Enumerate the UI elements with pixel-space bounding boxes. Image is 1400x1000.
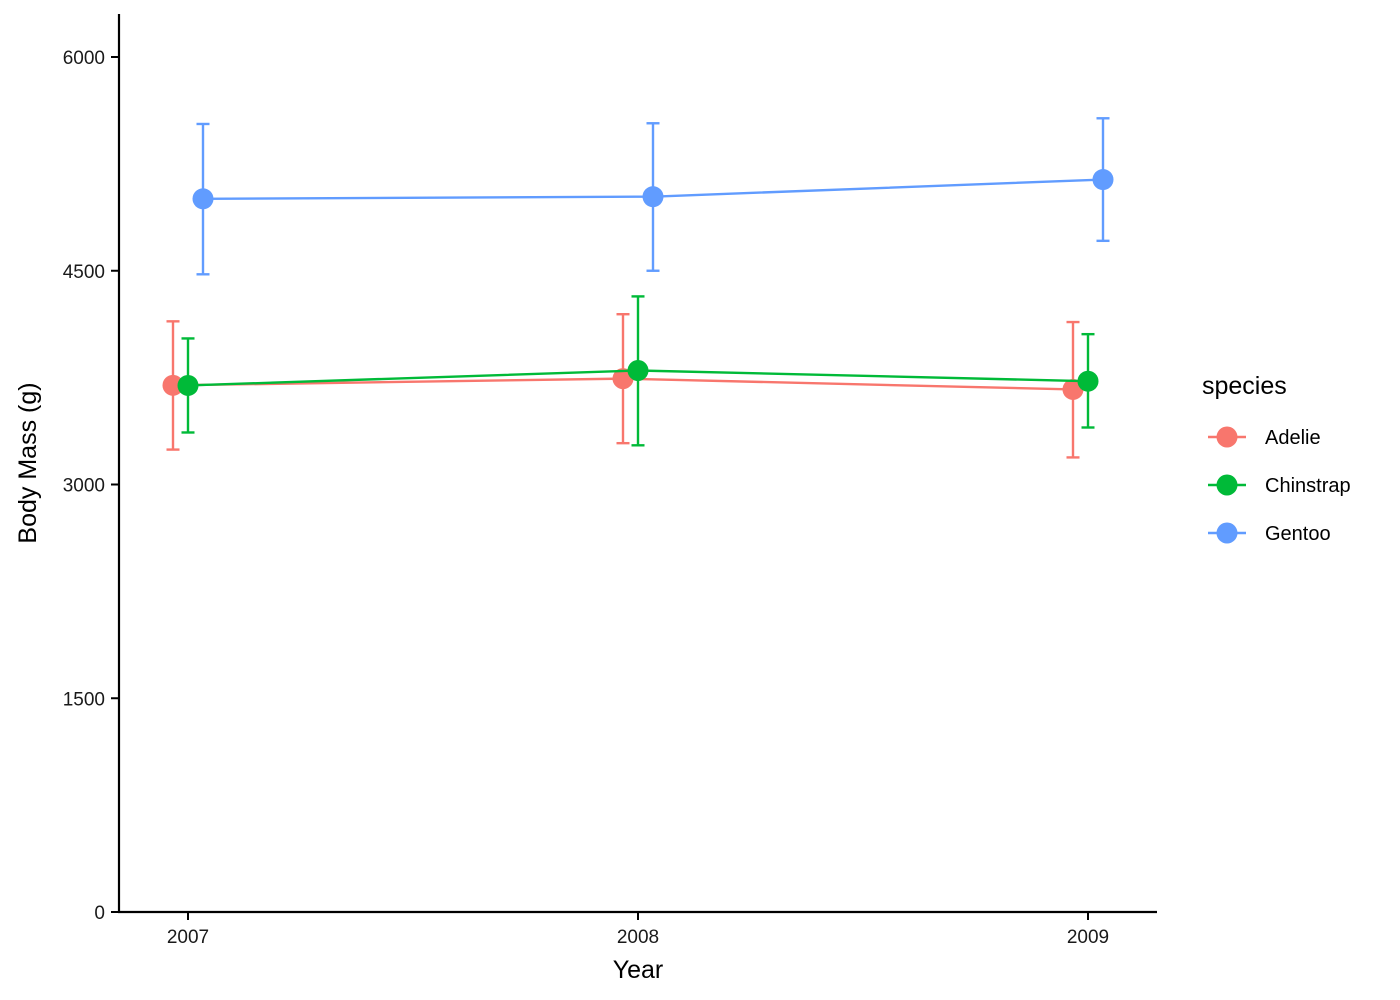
y-tick-label: 4500 [63, 262, 105, 283]
data-point-chinstrap [1077, 370, 1099, 392]
legend-items: Adelie Chinstrap Gentoo [1208, 426, 1351, 545]
legend-item-adelie: Adelie [1208, 426, 1321, 449]
x-ticks: 2007 2008 2009 [167, 912, 1109, 948]
y-tick-label: 1500 [63, 689, 105, 710]
legend-item-chinstrap: Chinstrap [1208, 474, 1351, 497]
series-chinstrap [177, 295, 1099, 447]
legend-label: Adelie [1265, 427, 1321, 449]
x-tick-label: 2007 [167, 927, 209, 948]
x-axis-title: Year [613, 956, 664, 984]
x-tick-label: 2008 [617, 927, 659, 948]
plot-marks [162, 117, 1114, 459]
data-point-chinstrap [627, 360, 649, 381]
data-point-chinstrap [177, 374, 199, 396]
axes: 0 1500 3000 4500 6000 2007 2008 2009 Year Body… [14, 14, 1157, 984]
data-point-gentoo [642, 186, 664, 208]
legend-label: Gentoo [1265, 523, 1331, 545]
legend-key-point [1216, 426, 1238, 448]
series-gentoo [192, 117, 1114, 276]
legend: species Adelie Chinstrap Gentoo [1202, 372, 1351, 545]
x-tick-label: 2009 [1067, 927, 1109, 948]
legend-label: Chinstrap [1265, 475, 1351, 497]
legend-key-point [1216, 522, 1238, 544]
data-point-gentoo [192, 188, 214, 210]
y-tick-label: 0 [94, 903, 105, 924]
y-axis-title: Body Mass (g) [14, 382, 42, 543]
data-point-gentoo [1092, 169, 1114, 191]
data-point-adelie [162, 374, 184, 396]
legend-item-gentoo: Gentoo [1208, 522, 1331, 545]
legend-key-point [1216, 474, 1238, 496]
y-ticks: 0 1500 3000 4500 6000 [63, 48, 119, 924]
legend-title: species [1202, 372, 1287, 400]
series-adelie [162, 313, 1084, 459]
y-tick-label: 6000 [63, 48, 105, 69]
y-tick-label: 3000 [63, 476, 105, 497]
